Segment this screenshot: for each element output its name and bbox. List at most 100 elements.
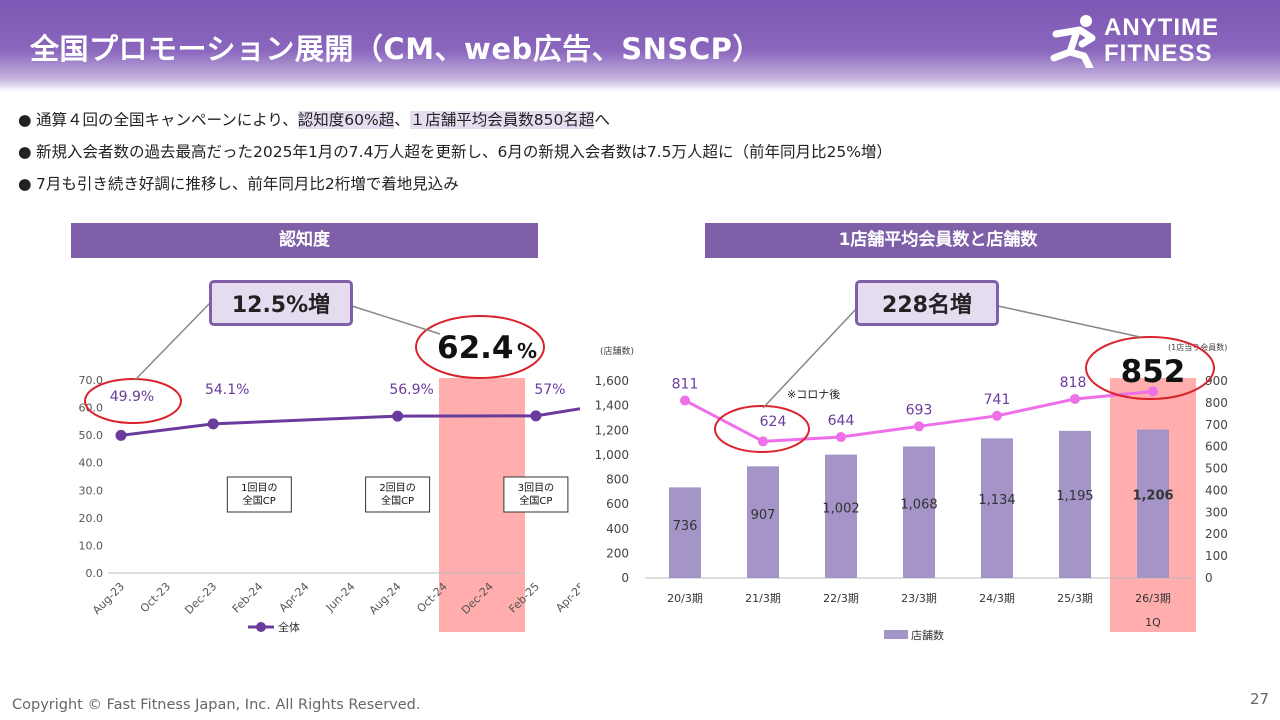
x-tick-label: Feb-24	[230, 580, 266, 616]
data-point	[836, 432, 846, 443]
campaign-box	[365, 476, 431, 513]
y-tick-label-right: 300	[1205, 505, 1228, 519]
stores-members-chart: (店舗数) (1店当り会員数)02004006008001,0001,2001,4…	[595, 305, 1228, 642]
line-value-label: 741	[984, 392, 1011, 408]
awareness-increase-callout: 12.5%増	[209, 280, 353, 326]
y-tick-label-left: 400	[606, 522, 629, 536]
logo-text-anytime: ANYTIME	[1104, 14, 1219, 41]
legend-swatch	[884, 630, 908, 639]
highlight-unit-label: %	[517, 339, 537, 363]
bar-value-label: 736	[673, 519, 698, 534]
bar-stores	[669, 487, 701, 578]
campaign-label: 全国CP	[381, 494, 414, 507]
x-tick-label: Aug-23	[90, 580, 127, 617]
y-tick-label-left: 1,000	[595, 448, 629, 462]
legend-label: 全体	[278, 620, 300, 634]
covid-note: ※コロナ後	[787, 387, 840, 401]
bar-value-label: 907	[751, 508, 776, 523]
bar-value-label: 1,195	[1056, 489, 1093, 504]
x-tick-label: 23/3期	[901, 592, 937, 605]
right-panel-title: 1店舗平均会員数と店舗数	[705, 223, 1171, 258]
data-point	[1148, 386, 1158, 397]
legend-label: 店舗数	[911, 628, 944, 642]
anytime-fitness-logo: ANYTIME FITNESS	[1046, 12, 1268, 72]
bar-stores	[747, 466, 779, 578]
y-tick-label-left: 1,200	[595, 423, 629, 437]
bar-stores	[1137, 429, 1169, 578]
campaign-label: 全国CP	[519, 494, 552, 507]
x-tick-label: 22/3期	[823, 592, 859, 605]
bar-stores	[981, 438, 1013, 578]
bullet-item: ● 7月も引き続き好調に推移し、前年同月比2桁増で着地見込み	[18, 175, 459, 193]
data-label: 56.9%	[389, 382, 433, 398]
x-tick-label: 24/3期	[979, 592, 1015, 605]
y-axis-left-title: (店舗数)	[600, 345, 634, 357]
y-tick-label: 40.0	[79, 457, 104, 470]
y-tick-label-left: 600	[606, 497, 629, 511]
page-number: 27	[1250, 690, 1270, 708]
bullet-list: ● 通算４回の全国キャンペーンにより、認知度60%超、１店舗平均会員数850名超へ…	[18, 104, 892, 200]
y-tick-label-left: 200	[606, 546, 629, 560]
y-tick-label: 30.0	[79, 484, 104, 497]
line-value-label: 644	[828, 413, 855, 429]
y-tick-label-right: 700	[1205, 418, 1228, 432]
y-tick-label: 70.0	[79, 374, 104, 387]
y-tick-label: 20.0	[79, 512, 104, 525]
line-value-label: 818	[1060, 375, 1087, 391]
highlight-ellipse	[1085, 336, 1215, 400]
y-tick-label: 10.0	[79, 539, 104, 552]
callout-connector	[351, 305, 441, 335]
x-tick-label: 26/3期	[1135, 592, 1171, 605]
data-label: 54.1%	[205, 382, 249, 398]
x-tick-sublabel: 1Q	[1145, 616, 1161, 629]
x-tick-label: Apr-24	[277, 580, 312, 615]
x-tick-label: Aug-24	[367, 580, 404, 617]
data-label: 57%	[534, 382, 565, 398]
x-tick-label: Jun-24	[323, 580, 358, 615]
y-tick-label-left: 1,400	[595, 399, 629, 413]
x-tick-label: 21/3期	[745, 592, 781, 605]
copyright-text: Copyright © Fast Fitness Japan, Inc. All…	[12, 697, 421, 713]
bar-stores	[825, 454, 857, 578]
data-point	[207, 418, 219, 430]
data-point	[530, 410, 542, 422]
y-tick-label: 50.0	[79, 429, 104, 442]
header-bar: 全国プロモーション展開（CM、web広告、SNSCP） ANYTIME FITN…	[0, 0, 1280, 92]
y-tick-label-left: 800	[606, 473, 629, 487]
y-tick-label-right: 800	[1205, 396, 1228, 410]
line-value-label: 693	[906, 402, 933, 418]
x-tick-label: 20/3期	[667, 592, 703, 605]
campaign-label: 全国CP	[243, 494, 276, 507]
data-point	[1070, 393, 1080, 404]
bar-value-label: 1,002	[822, 502, 859, 517]
campaign-label: 3回目の	[518, 482, 554, 494]
y-tick-label-left: 1,600	[595, 374, 629, 388]
x-tick-label: Dec-23	[182, 580, 219, 617]
callout-connector	[762, 307, 858, 409]
callout-connector	[134, 302, 211, 381]
data-point	[680, 395, 690, 406]
y-tick-label-right: 100	[1205, 549, 1228, 563]
data-point	[392, 410, 404, 422]
data-point	[115, 429, 127, 441]
running-man-icon	[1050, 15, 1096, 68]
x-tick-label: 25/3期	[1057, 592, 1093, 605]
bullet-item: ● 通算４回の全国キャンペーンにより、認知度60%超、１店舗平均会員数850名超へ	[18, 111, 610, 129]
y-tick-label-right: 500	[1205, 462, 1228, 476]
data-point	[992, 410, 1002, 421]
y-tick-label-right: 0	[1205, 571, 1213, 585]
bar-stores	[1059, 430, 1091, 578]
bullet-item: ● 新規入会者数の過去最高だった2025年1月の7.4万人超を更新し、6月の新規入…	[18, 143, 892, 161]
highlight-ellipse	[415, 315, 545, 379]
campaign-box	[226, 476, 292, 513]
callout-connector	[997, 305, 1141, 338]
x-tick-label: Apr-25	[553, 580, 580, 615]
left-panel-title: 認知度	[71, 223, 538, 258]
x-tick-label: Oct-23	[138, 580, 173, 615]
y-tick-label-right: 200	[1205, 527, 1228, 541]
y-tick-label: 0.0	[86, 567, 104, 580]
data-point	[914, 421, 924, 432]
line-value-label: 811	[672, 376, 699, 392]
y-tick-label-right: 400	[1205, 483, 1228, 497]
